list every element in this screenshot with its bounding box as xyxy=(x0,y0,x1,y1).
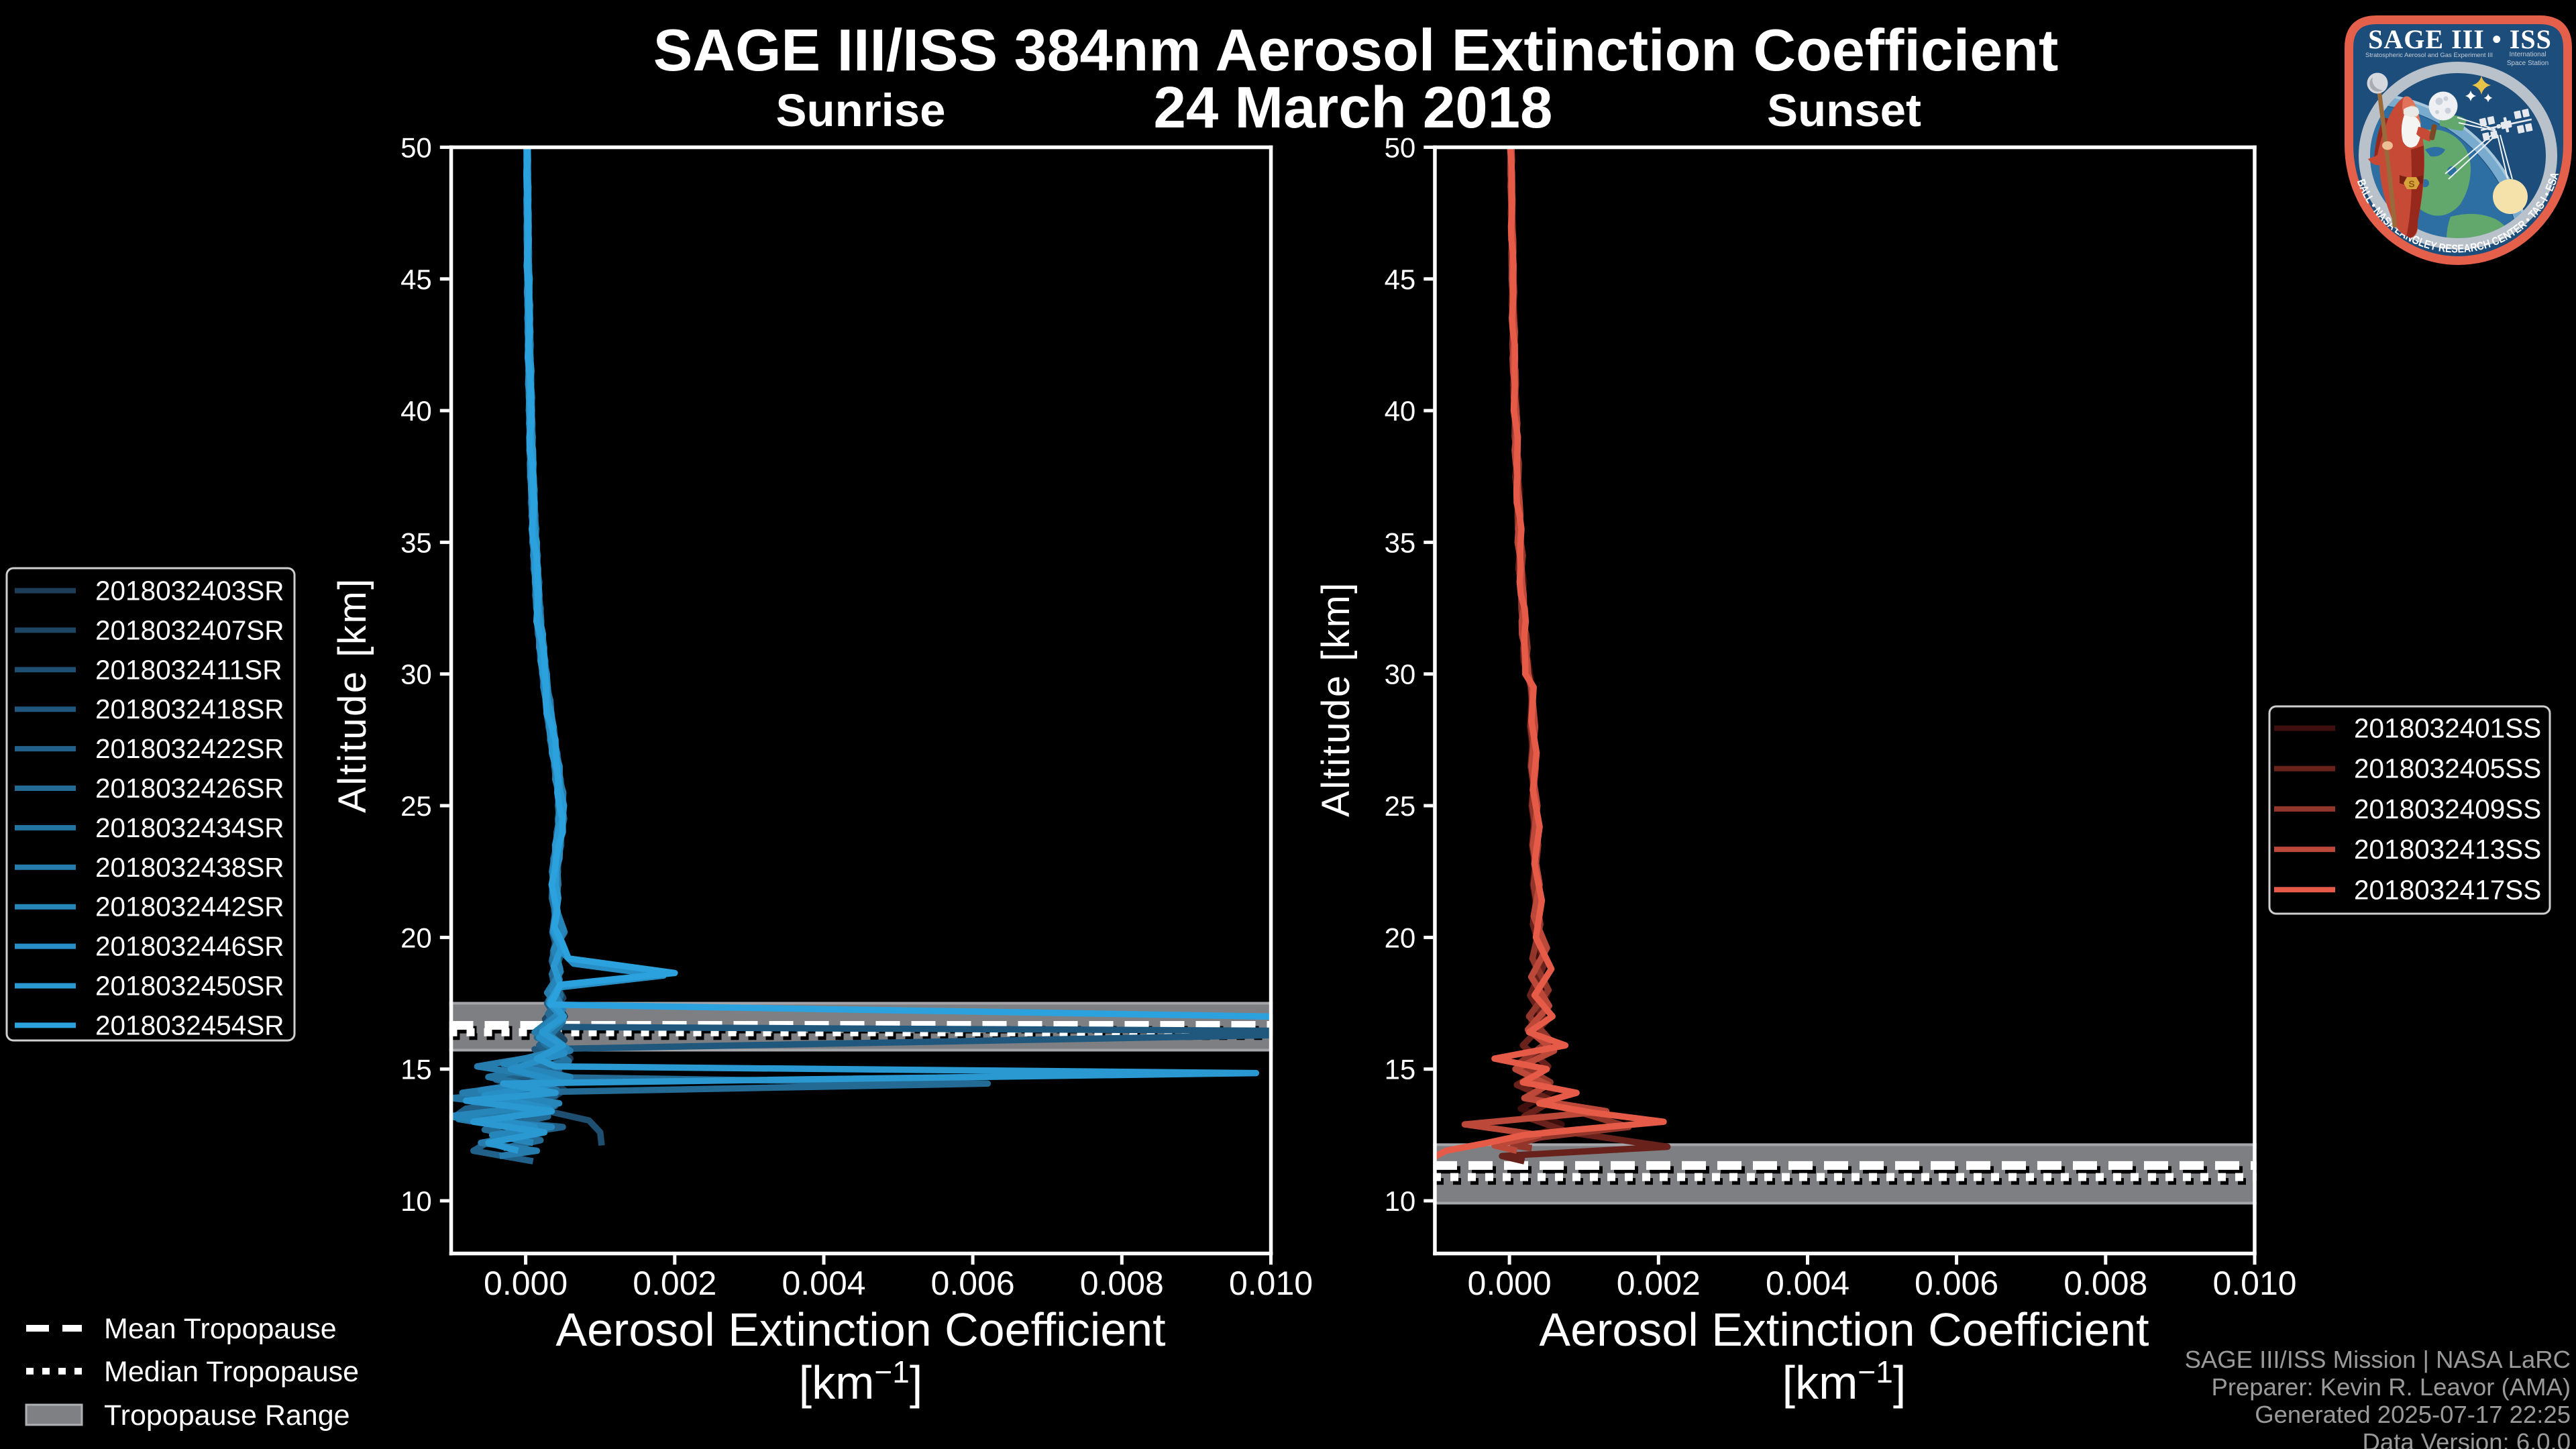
svg-text:30: 30 xyxy=(1385,659,1416,690)
svg-text:Median Tropopause: Median Tropopause xyxy=(104,1356,359,1388)
svg-text:SAGE III/ISS 384nm Aerosol Ext: SAGE III/ISS 384nm Aerosol Extinction Co… xyxy=(653,17,2059,83)
svg-text:Aerosol Extinction Coefficient: Aerosol Extinction Coefficient xyxy=(1539,1303,2149,1356)
svg-text:10: 10 xyxy=(400,1185,432,1217)
svg-text:0.010: 0.010 xyxy=(1229,1265,1313,1302)
svg-text:40: 40 xyxy=(1385,395,1416,427)
svg-text:Stratospheric Aerosol and Gas: Stratospheric Aerosol and Gas Experiment… xyxy=(2365,52,2493,59)
svg-text:2018032454SR: 2018032454SR xyxy=(95,1010,284,1040)
svg-text:2018032422SR: 2018032422SR xyxy=(95,733,284,764)
svg-text:0.002: 0.002 xyxy=(1617,1265,1701,1302)
svg-text:SAGE III/ISS Mission | NASA La: SAGE III/ISS Mission | NASA LaRC xyxy=(2185,1346,2571,1373)
svg-text:Preparer: Kevin R. Leavor (AMA: Preparer: Kevin R. Leavor (AMA) xyxy=(2211,1373,2571,1401)
svg-text:15: 15 xyxy=(400,1054,432,1085)
svg-text:0.002: 0.002 xyxy=(633,1265,716,1302)
svg-text:2018032442SR: 2018032442SR xyxy=(95,892,284,922)
svg-text:25: 25 xyxy=(400,790,432,822)
svg-text:0.008: 0.008 xyxy=(1080,1265,1164,1302)
svg-text:2018032446SR: 2018032446SR xyxy=(95,931,284,962)
svg-text:Generated 2025-07-17 22:25: Generated 2025-07-17 22:25 xyxy=(2255,1401,2571,1428)
svg-text:35: 35 xyxy=(1385,527,1416,558)
svg-text:Data Version: 6.0.0: Data Version: 6.0.0 xyxy=(2363,1428,2571,1449)
svg-text:International: International xyxy=(2509,51,2546,58)
svg-text:15: 15 xyxy=(1385,1054,1416,1085)
svg-text:45: 45 xyxy=(400,264,432,295)
svg-text:Tropopause Range: Tropopause Range xyxy=(104,1399,350,1432)
svg-text:2018032401SS: 2018032401SS xyxy=(2354,713,2541,744)
svg-text:Sunrise: Sunrise xyxy=(775,85,945,136)
svg-text:50: 50 xyxy=(400,132,432,164)
svg-text:40: 40 xyxy=(400,395,432,427)
svg-text:25: 25 xyxy=(1385,790,1416,822)
svg-text:45: 45 xyxy=(1385,264,1416,295)
svg-text:0.008: 0.008 xyxy=(2063,1265,2147,1302)
svg-text:20: 20 xyxy=(1385,922,1416,953)
svg-text:2018032405SS: 2018032405SS xyxy=(2354,753,2541,784)
svg-text:2018032438SR: 2018032438SR xyxy=(95,852,284,883)
svg-text:35: 35 xyxy=(400,527,432,558)
svg-text:2018032409SS: 2018032409SS xyxy=(2354,794,2541,824)
svg-text:2018032411SR: 2018032411SR xyxy=(95,654,282,685)
svg-text:Altitude [km]: Altitude [km] xyxy=(1314,581,1358,817)
svg-text:0.000: 0.000 xyxy=(484,1265,568,1302)
svg-text:10: 10 xyxy=(1385,1185,1416,1217)
svg-text:Aerosol Extinction Coefficient: Aerosol Extinction Coefficient xyxy=(555,1303,1165,1356)
svg-text:24 March 2018: 24 March 2018 xyxy=(1154,75,1553,140)
svg-text:Sunset: Sunset xyxy=(1767,85,1921,136)
svg-text:0.004: 0.004 xyxy=(782,1265,865,1302)
svg-text:20: 20 xyxy=(400,922,432,953)
svg-text:2018032407SR: 2018032407SR xyxy=(95,614,284,645)
svg-text:SAGE III • ISS: SAGE III • ISS xyxy=(2368,24,2552,54)
svg-text:2018032450SR: 2018032450SR xyxy=(95,971,284,1002)
svg-text:2018032434SR: 2018032434SR xyxy=(95,812,284,843)
svg-text:0.006: 0.006 xyxy=(1915,1265,1998,1302)
svg-text:50: 50 xyxy=(1385,132,1416,164)
svg-text:S: S xyxy=(2408,178,2414,189)
svg-text:0.000: 0.000 xyxy=(1468,1265,1552,1302)
svg-text:Space Station: Space Station xyxy=(2507,60,2548,67)
svg-text:2018032403SR: 2018032403SR xyxy=(95,576,284,606)
svg-text:2018032417SS: 2018032417SS xyxy=(2354,874,2541,905)
svg-text:2018032413SS: 2018032413SS xyxy=(2354,834,2541,865)
svg-text:Mean Tropopause: Mean Tropopause xyxy=(104,1313,337,1345)
svg-text:0.010: 0.010 xyxy=(2212,1265,2296,1302)
svg-text:0.006: 0.006 xyxy=(931,1265,1015,1302)
svg-text:30: 30 xyxy=(400,659,432,690)
svg-text:2018032426SR: 2018032426SR xyxy=(95,773,284,804)
svg-text:Altitude [km]: Altitude [km] xyxy=(331,577,374,813)
svg-text:0.004: 0.004 xyxy=(1766,1265,1849,1302)
svg-text:2018032418SR: 2018032418SR xyxy=(95,694,284,724)
